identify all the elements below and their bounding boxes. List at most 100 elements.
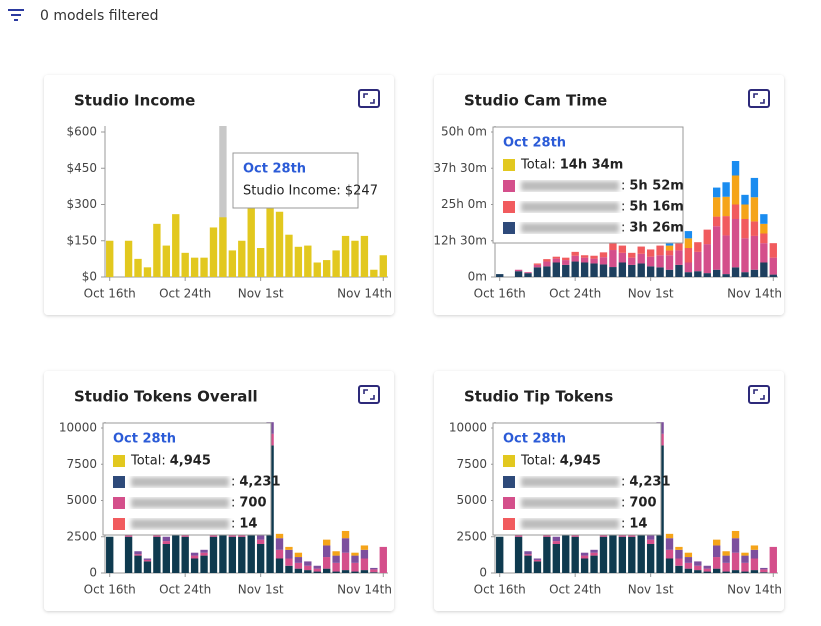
bar-segment [675,250,683,265]
bar-segment [675,565,683,573]
tooltip-swatch [113,518,125,530]
bar-segment [637,529,645,573]
expand-button[interactable] [358,385,380,404]
blurred-name [521,498,619,508]
bar-segment [731,267,740,277]
bar-segment [580,257,589,263]
bar-segment [562,257,570,261]
bar-segment [646,539,655,544]
bar-segment [172,515,180,573]
tooltip-label: Total: [130,454,166,469]
bar-segment [219,511,227,573]
bar-segment [238,536,246,573]
bar-segment [143,558,152,560]
bar-segment [294,557,303,563]
tooltip-title: Oct 28th [113,432,176,447]
bar-segment [665,538,674,550]
bar-segment [313,565,321,569]
bar [209,227,218,277]
bar [266,204,274,277]
tooltip-title: Oct 28th [243,162,306,177]
filter-icon[interactable] [8,9,24,21]
bar-segment [599,536,608,573]
tooltip-value: 14 [239,517,257,532]
bar-segment [323,557,331,569]
tooltip-label: Studio Income: $247 [243,184,378,199]
tooltip-value: 4,945 [170,454,211,469]
y-tick-label: 37h 30m [433,161,487,175]
bar-segment [713,545,721,558]
bar-segment [351,555,359,563]
bar-segment [143,561,152,573]
bar-segment [370,572,378,573]
tooltip-label: : [231,475,235,490]
bar-segment [760,214,768,224]
y-tick-label: $150 [66,233,97,247]
expand-button[interactable] [748,385,770,404]
hover-highlight [219,126,227,277]
bar-segment [543,259,551,262]
bar-segment [580,262,589,277]
tooltip-swatch [503,222,515,234]
bar-segment [713,226,721,270]
bar-segment [285,565,293,573]
bar-segment [514,269,523,272]
bar-segment [580,558,589,573]
bar-segment [741,552,749,556]
bar-segment [323,539,331,546]
tooltip-label: : [621,496,625,511]
bar-segment [722,551,730,556]
bar [341,235,350,277]
bar-segment [713,197,721,217]
bar-segment [190,552,199,556]
bar-segment [665,245,674,251]
bar-segment [496,274,504,277]
bar-segment [351,552,359,556]
x-tick-label: Oct 16th [84,287,136,301]
tooltip-value: 4,231 [629,475,670,490]
bar-segment [722,216,730,236]
bar [323,260,331,277]
x-tick-label: Oct 16th [474,287,526,301]
tooltip-value: 3h 26m [629,221,683,236]
bar-segment [741,194,749,205]
tooltip-label: : [621,475,625,490]
bar-segment [190,555,199,559]
bar-segment [637,253,645,264]
bar-segment [256,539,265,544]
bar-segment [571,536,579,573]
bar-segment [524,555,532,573]
tooltip-value: 700 [239,496,266,511]
bar-segment [275,558,284,573]
y-tick-label: $0 [82,270,97,284]
blurred-name [521,477,619,487]
tooltip-title: Oct 28th [503,432,566,447]
x-tick-label: Oct 24th [159,287,211,301]
bar-segment [590,555,598,573]
bar-segment [760,567,768,570]
bar [238,240,246,277]
bar-segment [760,243,768,263]
bar-segment [731,538,740,553]
bar-segment [162,536,170,542]
bar-segment [590,549,598,553]
bar-segment [590,263,598,277]
bar-segment [694,570,702,573]
expand-button[interactable] [748,89,770,108]
card-title: Studio Cam Time [464,92,607,110]
bar-segment [543,261,551,267]
bar-segment [665,533,674,539]
bar-segment [731,570,740,573]
tooltip-swatch [503,518,515,530]
bar-segment [552,262,560,277]
tooltip-swatch [503,201,515,213]
bar [285,234,293,277]
x-tick-label: Oct 24th [549,287,601,301]
bar-segment [684,238,693,248]
expand-button[interactable] [358,89,380,108]
bar-segment [750,235,759,270]
bar-segment [609,267,617,277]
bar [256,248,265,277]
x-tick-label: Nov 14th [727,583,782,597]
bar-segment [675,546,683,550]
